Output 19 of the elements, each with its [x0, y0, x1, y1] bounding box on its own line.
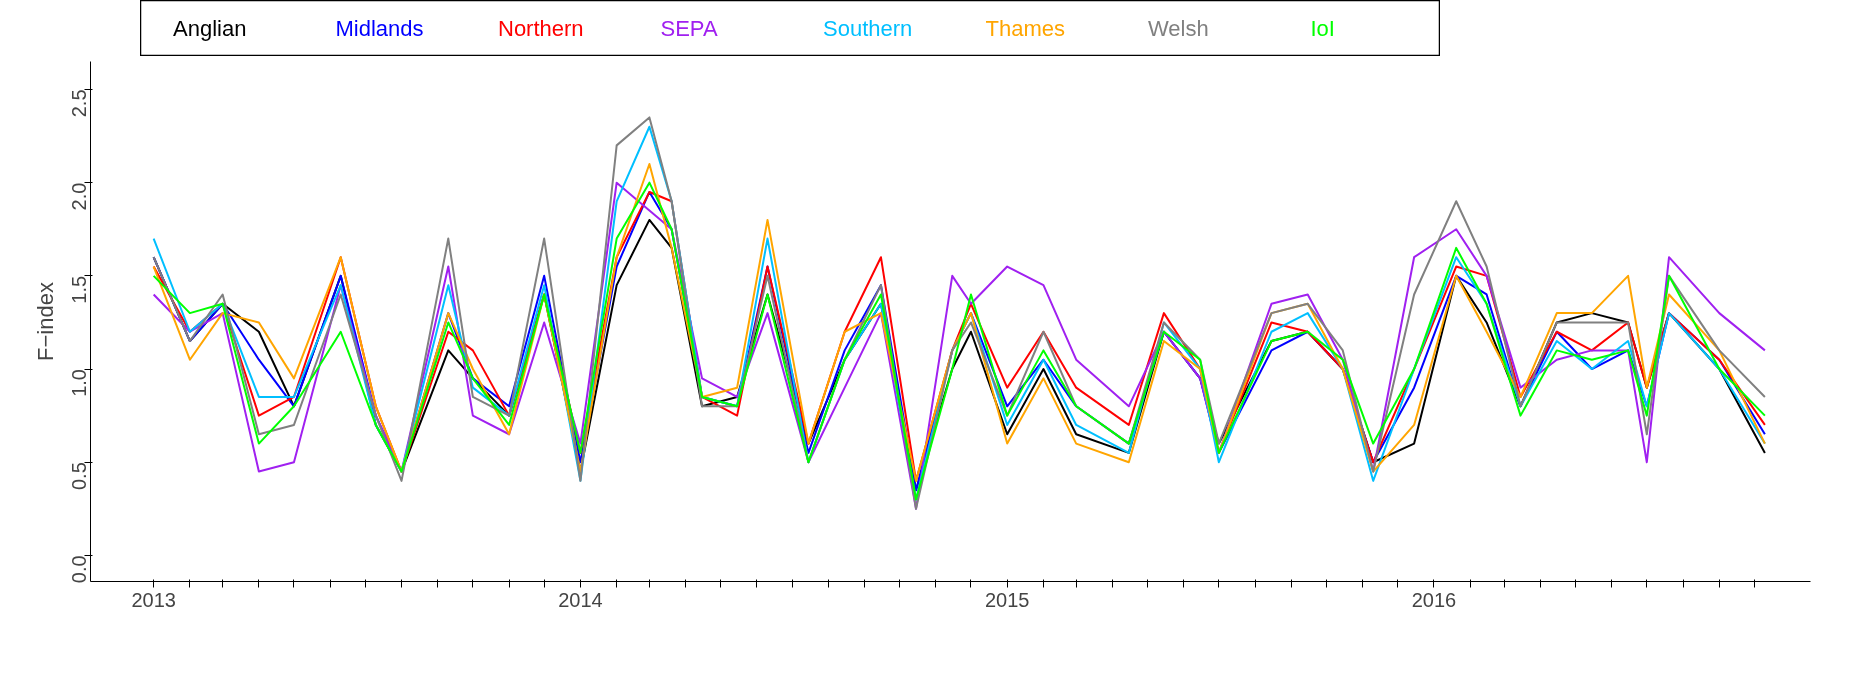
text: Welsh: [1148, 16, 1209, 41]
y-tick-label: 1.5: [68, 275, 91, 304]
y-tick-label: 2.0: [68, 182, 91, 211]
text: Southern: [823, 16, 913, 41]
text: Northern: [498, 16, 584, 41]
x-tick-label: 2013: [131, 588, 176, 611]
y-axis-title: F−index: [32, 282, 58, 361]
y-tick-label: 2.5: [68, 89, 91, 118]
y-tick-label: 0.0: [68, 555, 91, 584]
y-tick-label: 0.5: [68, 462, 91, 491]
text: IoI: [1310, 16, 1335, 41]
x-tick-label: 2015: [984, 588, 1030, 611]
y-tick-label: 1.0: [68, 369, 91, 397]
text: SEPA: [660, 16, 718, 41]
x-tick-label: 2014: [558, 588, 603, 611]
x-tick-label: 2016: [1411, 588, 1457, 611]
text: Anglian: [173, 16, 247, 41]
text: Thames: [985, 16, 1065, 41]
text: Midlands: [335, 16, 424, 41]
